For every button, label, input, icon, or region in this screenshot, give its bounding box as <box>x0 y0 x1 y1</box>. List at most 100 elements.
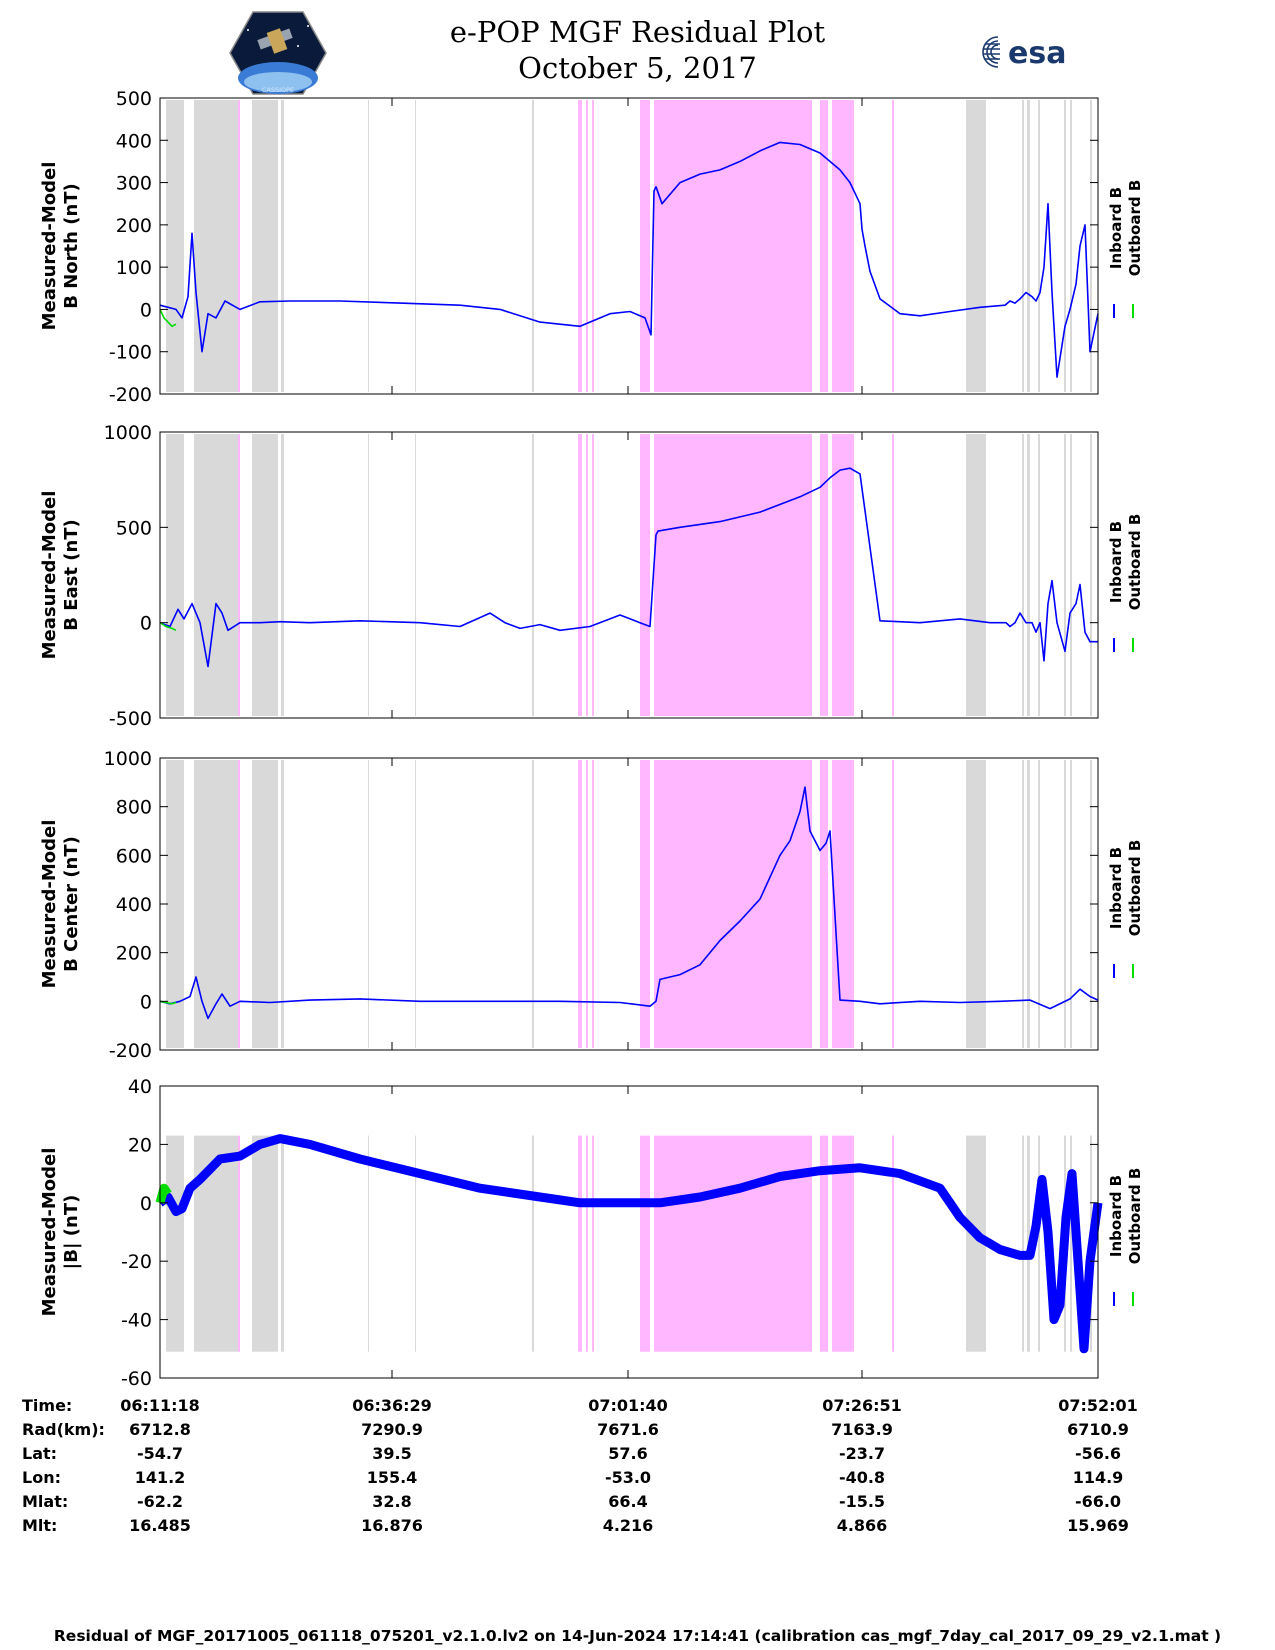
y-tick-label: 0 <box>140 613 152 635</box>
gray-band <box>1064 100 1066 392</box>
gray-band <box>415 760 416 1048</box>
plot-frame <box>159 757 1099 1051</box>
y-axis-label: Measured-ModelB Center (nT) <box>39 820 82 989</box>
plot-frame <box>159 431 1099 719</box>
ephemeris-value: 07:01:40 <box>588 1396 668 1415</box>
gray-band <box>415 434 416 716</box>
y-axis-label: Measured-Model|B| (nT) <box>39 1148 82 1317</box>
gray-band <box>1027 760 1030 1048</box>
footer-caption: Residual of MGF_20171005_061118_075201_v… <box>53 1627 1222 1645</box>
y-axis-label: Measured-ModelB East (nT) <box>39 491 82 660</box>
panel-3: -200 0 200 400 600 800 1000 Measured-ModelB Cen… <box>39 748 1144 1062</box>
legend-entry: Inboard B <box>1107 187 1125 269</box>
ephemeris-value: 06:36:29 <box>352 1396 432 1415</box>
y-tick-label: 300 <box>116 173 152 195</box>
date-line: October 5, 2017 <box>518 51 757 85</box>
gray-band <box>966 100 986 392</box>
ephemeris-value: -62.2 <box>137 1492 183 1511</box>
magenta-band <box>592 760 594 1048</box>
gray-band <box>1070 760 1072 1048</box>
plot-frame <box>159 97 1099 395</box>
ephemeris-value: 16.876 <box>361 1516 423 1535</box>
gray-band <box>166 1135 184 1352</box>
y-tick-label: 1000 <box>104 748 152 770</box>
y-tick-label: 1000 <box>104 422 152 444</box>
series-line-outboard-b <box>159 622 177 632</box>
y-axis-label: Measured-ModelB North (nT) <box>39 162 82 331</box>
gray-band <box>1038 100 1040 392</box>
gray-band <box>1027 100 1030 392</box>
ephemeris-row-label: Lat: <box>22 1444 57 1463</box>
gray-band <box>415 100 416 392</box>
ephemeris-row-label: Rad(km): <box>22 1420 105 1439</box>
magenta-band <box>820 434 828 716</box>
legend-entry: Inboard B <box>1107 521 1125 603</box>
magenta-band <box>892 1135 894 1352</box>
panel-2: -500 0 500 1000 Measured-ModelB East (nT) Inb… <box>39 422 1144 730</box>
legend-entry: Outboard B <box>1126 180 1144 277</box>
gray-band <box>1022 100 1024 392</box>
magenta-band <box>654 100 812 392</box>
plot-frame <box>159 1085 1099 1379</box>
magenta-band <box>654 760 812 1048</box>
y-axis-label-line: |B| (nT) <box>61 1195 82 1270</box>
gray-band <box>415 1135 416 1352</box>
panel-4: -60 -40 -20 0 20 40 Measured-Model|B| (nT) Inbo… <box>39 1076 1144 1390</box>
gray-band <box>532 1135 534 1352</box>
ephemeris-value: 57.6 <box>608 1444 647 1463</box>
y-tick-label: 400 <box>116 894 152 916</box>
ephemeris-value: 66.4 <box>608 1492 647 1511</box>
ephemeris-value: 15.969 <box>1067 1516 1129 1535</box>
gray-band <box>532 100 534 392</box>
gray-band <box>166 760 184 1048</box>
magenta-band <box>592 434 594 716</box>
magenta-band <box>892 760 894 1048</box>
gray-band <box>1038 760 1040 1048</box>
ephemeris-value: -66.0 <box>1075 1492 1121 1511</box>
ephemeris-value: 114.9 <box>1073 1468 1124 1487</box>
series-line-outboard-b <box>155 1183 172 1204</box>
ephemeris-value: 16.485 <box>129 1516 191 1535</box>
ephemeris-value: 141.2 <box>135 1468 186 1487</box>
gray-band <box>281 434 284 716</box>
magenta-band <box>578 434 582 716</box>
magenta-band <box>640 1135 650 1352</box>
gray-band <box>1038 434 1040 716</box>
gray-band <box>966 1135 986 1352</box>
legend-entry: Outboard B <box>1126 514 1144 611</box>
magenta-band <box>238 760 240 1048</box>
gray-band <box>194 100 238 392</box>
gray-band <box>1022 760 1024 1048</box>
magenta-band <box>832 760 854 1048</box>
gray-band <box>368 1135 369 1352</box>
y-tick-label: 40 <box>128 1076 152 1098</box>
magenta-band <box>586 100 588 392</box>
magenta-band <box>238 1135 240 1352</box>
gray-band <box>1022 434 1024 716</box>
y-tick-label: 600 <box>116 845 152 867</box>
gray-band <box>252 1135 278 1352</box>
ephemeris-value: 6710.9 <box>1067 1420 1129 1439</box>
esa-logo-text: esa <box>1008 36 1066 71</box>
y-tick-label: -500 <box>109 708 152 730</box>
y-tick-label: 200 <box>116 215 152 237</box>
gray-band <box>194 434 238 716</box>
gray-band <box>368 434 369 716</box>
magenta-band <box>586 760 588 1048</box>
gray-band <box>252 100 278 392</box>
ephemeris-value: 7163.9 <box>831 1420 893 1439</box>
magenta-band <box>820 760 828 1048</box>
magenta-band <box>892 100 894 392</box>
magenta-band <box>586 434 588 716</box>
magenta-band <box>586 1135 588 1352</box>
gray-band <box>1070 1135 1072 1352</box>
magenta-band <box>640 434 650 716</box>
y-tick-label: -20 <box>121 1251 152 1273</box>
legend: Inboard BOutboard B <box>1107 514 1144 611</box>
gray-band <box>252 760 278 1048</box>
ephemeris-row-label: Mlt: <box>22 1516 57 1535</box>
gray-band <box>532 760 534 1048</box>
mission-logo: CASSIOPE <box>229 11 327 95</box>
y-axis-label-line: Measured-Model <box>39 820 60 989</box>
